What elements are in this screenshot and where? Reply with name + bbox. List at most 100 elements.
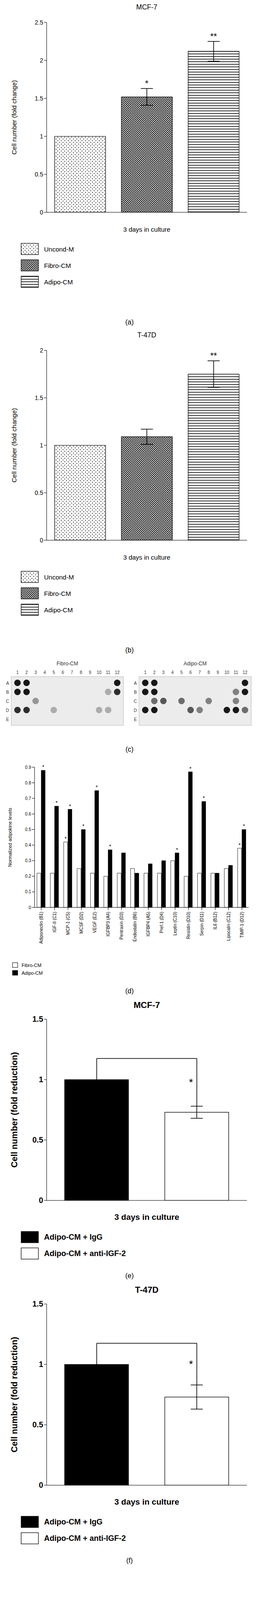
svg-text:1: 1 bbox=[39, 442, 44, 449]
svg-text:MCSF (D2): MCSF (D2) bbox=[78, 912, 84, 935]
svg-text:*: * bbox=[42, 764, 45, 771]
svg-text:0.5: 0.5 bbox=[32, 1421, 44, 1430]
svg-text:10: 10 bbox=[96, 670, 102, 676]
svg-text:**: ** bbox=[210, 31, 218, 42]
svg-text:2: 2 bbox=[25, 670, 29, 676]
svg-text:10: 10 bbox=[224, 670, 230, 676]
svg-text:0.4: 0.4 bbox=[25, 843, 32, 848]
svg-text:Pref-1 (D4): Pref-1 (D4) bbox=[159, 912, 165, 934]
svg-text:*: * bbox=[189, 1358, 193, 1371]
svg-text:Normalized adipokine levels: Normalized adipokine levels bbox=[7, 808, 13, 868]
svg-text:7: 7 bbox=[198, 670, 202, 676]
svg-text:*: * bbox=[69, 803, 72, 810]
svg-text:6: 6 bbox=[61, 670, 65, 676]
svg-text:4: 4 bbox=[43, 670, 47, 676]
svg-text:VEGF (E2): VEGF (E2) bbox=[92, 912, 98, 934]
svg-text:Adipo-CM: Adipo-CM bbox=[183, 660, 207, 667]
svg-text:*: * bbox=[55, 799, 58, 807]
svg-text:0: 0 bbox=[38, 1481, 44, 1491]
svg-text:Leptin (C10): Leptin (C10) bbox=[172, 912, 178, 936]
svg-text:3 days in culture: 3 days in culture bbox=[114, 1497, 180, 1507]
svg-text:7: 7 bbox=[70, 670, 74, 676]
svg-text:IGF-II (C1): IGF-II (C1) bbox=[52, 912, 57, 933]
svg-text:Fibro-CM: Fibro-CM bbox=[56, 660, 79, 667]
svg-text:Pentraxin (D3): Pentraxin (D3) bbox=[119, 912, 124, 940]
svg-text:6: 6 bbox=[189, 670, 193, 676]
svg-text:Cell number (fold reduction): Cell number (fold reduction) bbox=[9, 1052, 19, 1169]
svg-text:D: D bbox=[133, 708, 137, 714]
svg-text:5: 5 bbox=[52, 670, 56, 676]
svg-text:Serpin (D11): Serpin (D11) bbox=[199, 912, 205, 937]
svg-text:1.5: 1.5 bbox=[32, 1300, 44, 1309]
svg-text:*: * bbox=[189, 765, 192, 773]
svg-text:B: B bbox=[6, 690, 10, 695]
svg-text:11: 11 bbox=[105, 670, 111, 676]
svg-text:1: 1 bbox=[39, 132, 44, 140]
svg-text:Adiponectin (B1): Adiponectin (B1) bbox=[38, 912, 44, 945]
svg-text:8: 8 bbox=[207, 670, 211, 676]
svg-text:Cell number (fold change): Cell number (fold change) bbox=[10, 408, 18, 484]
svg-text:IL6 (B12): IL6 (B12) bbox=[212, 912, 218, 930]
svg-text:0: 0 bbox=[28, 905, 32, 911]
svg-text:Endostatin (B6): Endostatin (B6) bbox=[132, 912, 138, 942]
svg-text:3 days in culture: 3 days in culture bbox=[114, 1212, 180, 1223]
svg-text:1: 1 bbox=[16, 670, 19, 676]
svg-text:A: A bbox=[6, 681, 10, 686]
svg-text:TIMP-1 (D12): TIMP-1 (D12) bbox=[239, 912, 245, 939]
svg-text:Cell number (fold change): Cell number (fold change) bbox=[10, 80, 18, 155]
svg-text:1.5: 1.5 bbox=[32, 1015, 44, 1024]
svg-text:E: E bbox=[133, 717, 137, 723]
svg-text:C: C bbox=[6, 699, 10, 705]
svg-text:9: 9 bbox=[216, 670, 220, 676]
svg-text:2: 2 bbox=[39, 56, 44, 64]
svg-text:*: * bbox=[238, 842, 241, 849]
svg-text:C: C bbox=[133, 699, 137, 705]
svg-text:3 days in culture: 3 days in culture bbox=[123, 225, 171, 234]
svg-text:0.8: 0.8 bbox=[25, 780, 32, 786]
svg-text:0.7: 0.7 bbox=[25, 796, 32, 802]
svg-text:*: * bbox=[243, 823, 246, 830]
svg-text:Lipocalin (C12): Lipocalin (C12) bbox=[226, 912, 231, 942]
svg-text:0.3: 0.3 bbox=[25, 858, 32, 864]
svg-text:*: * bbox=[145, 78, 149, 89]
svg-text:1: 1 bbox=[38, 1075, 44, 1085]
svg-text:*: * bbox=[202, 795, 206, 802]
svg-text:12: 12 bbox=[114, 670, 121, 676]
svg-text:12: 12 bbox=[242, 670, 248, 676]
svg-text:Resistin (D10): Resistin (D10) bbox=[186, 912, 191, 940]
svg-text:MCP-1 (C5): MCP-1 (C5) bbox=[65, 912, 71, 935]
svg-text:0.5: 0.5 bbox=[34, 489, 44, 497]
svg-text:0: 0 bbox=[38, 1196, 44, 1206]
svg-text:0.1: 0.1 bbox=[25, 889, 32, 895]
svg-text:5: 5 bbox=[180, 670, 184, 676]
svg-text:3: 3 bbox=[162, 670, 165, 676]
svg-text:1.5: 1.5 bbox=[34, 94, 44, 102]
svg-text:Cell number (fold reduction): Cell number (fold reduction) bbox=[9, 1337, 19, 1453]
svg-text:*: * bbox=[176, 846, 179, 854]
svg-text:2: 2 bbox=[153, 670, 156, 676]
svg-text:A: A bbox=[133, 681, 137, 686]
svg-text:0: 0 bbox=[39, 536, 44, 544]
svg-text:0.5: 0.5 bbox=[32, 1136, 44, 1145]
svg-text:3 days in culture: 3 days in culture bbox=[123, 553, 171, 562]
svg-text:B: B bbox=[133, 690, 137, 695]
svg-text:11: 11 bbox=[233, 670, 239, 676]
svg-text:0.2: 0.2 bbox=[25, 874, 32, 879]
svg-text:D: D bbox=[6, 708, 10, 714]
svg-text:*: * bbox=[64, 835, 67, 843]
svg-text:*: * bbox=[82, 823, 85, 830]
svg-text:*: * bbox=[189, 1077, 193, 1089]
svg-text:1: 1 bbox=[38, 1360, 44, 1370]
svg-text:**: ** bbox=[210, 350, 218, 361]
svg-text:0.9: 0.9 bbox=[25, 765, 32, 771]
svg-text:E: E bbox=[6, 717, 10, 723]
svg-text:3: 3 bbox=[34, 670, 38, 676]
svg-text:0.5: 0.5 bbox=[34, 170, 44, 178]
svg-text:2: 2 bbox=[39, 347, 44, 354]
svg-text:0: 0 bbox=[39, 208, 44, 216]
svg-text:*: * bbox=[109, 843, 112, 850]
svg-text:4: 4 bbox=[171, 670, 174, 676]
svg-text:9: 9 bbox=[88, 670, 92, 676]
svg-text:IGFBP3 (A4): IGFBP3 (A4) bbox=[105, 912, 111, 937]
svg-text:1.5: 1.5 bbox=[34, 394, 44, 402]
